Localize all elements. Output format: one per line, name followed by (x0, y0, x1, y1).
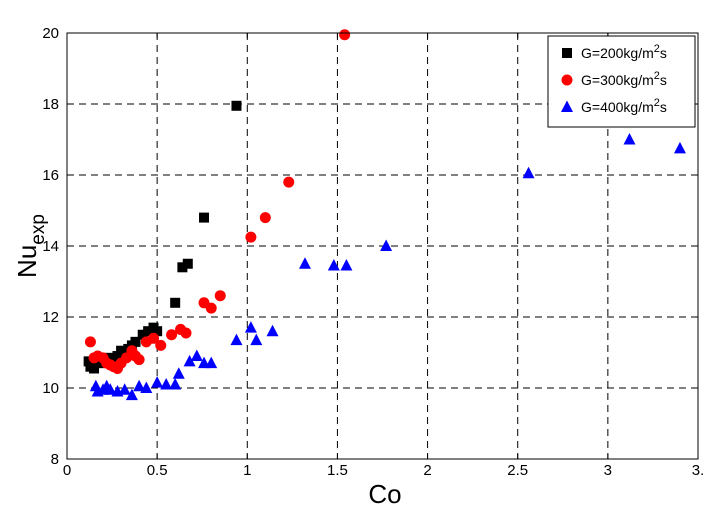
data-point-circle (180, 327, 192, 339)
data-point-triangle (125, 388, 138, 401)
legend-marker-triangle (561, 100, 573, 112)
legend-label-suffix: s (660, 99, 667, 115)
data-point-triangle (140, 381, 153, 393)
data-point-square (231, 100, 242, 111)
legend-marker-circle (561, 74, 573, 86)
x-tick-label: 1.5 (327, 462, 348, 479)
data-point-triangle (327, 259, 340, 271)
axis-ticks (66, 32, 699, 460)
x-tick-labels: 0 0.5 1 1.5 2 2.5 3 3. (63, 462, 704, 479)
x-tick-label: 1 (243, 462, 251, 479)
y-tick-label: 16 (42, 167, 59, 184)
data-point-triangle (205, 356, 218, 369)
grid-lines (67, 33, 698, 459)
data-point-square (170, 297, 181, 308)
x-tick-label: 0.5 (147, 462, 168, 479)
legend-label-superscript: 2 (654, 43, 660, 55)
data-point-square (143, 326, 154, 337)
data-point-triangle (298, 257, 311, 269)
legend-label-suffix: s (660, 45, 667, 61)
data-point-circle (155, 339, 167, 351)
data-point-square (152, 326, 163, 337)
data-point-circle (148, 332, 160, 344)
data-point-square (89, 363, 100, 374)
y-axis-label: Nuexp (12, 214, 49, 278)
y-tick-label: 14 (42, 238, 59, 255)
data-point-square (83, 356, 94, 367)
y-axis-label-subscript: exp (28, 214, 49, 245)
legend-label-main: G=400kg/m (581, 99, 654, 115)
legend-label: G=400kg/m2s (581, 97, 667, 115)
data-point-triangle (172, 367, 185, 379)
data-point-triangle (104, 383, 117, 395)
legend-label: G=200kg/m2s (581, 43, 667, 61)
y-tick-label: 12 (42, 309, 59, 326)
data-point-triangle (340, 259, 353, 271)
data-point-circle (245, 231, 257, 243)
legend-label-suffix: s (660, 72, 667, 88)
y-tick-label: 10 (42, 380, 59, 397)
y-tick-label: 18 (42, 96, 59, 113)
data-markers (83, 29, 686, 401)
legend-label-superscript: 2 (654, 97, 660, 109)
data-point-circle (205, 302, 217, 314)
data-point-triangle (244, 321, 257, 333)
x-tick-label: 3. (692, 462, 705, 479)
data-point-square (130, 336, 141, 347)
x-tick-label: 2 (423, 462, 431, 479)
data-point-square (177, 262, 188, 273)
data-point-square (137, 329, 148, 340)
data-point-circle (283, 176, 295, 188)
y-tick-labels: 8 10 12 14 16 18 20 (42, 25, 59, 468)
data-point-circle (133, 354, 145, 366)
data-point-circle (84, 336, 96, 348)
data-point-triangle (160, 377, 173, 390)
data-point-circle (339, 29, 351, 41)
data-point-triangle (133, 379, 146, 392)
data-point-square (112, 351, 123, 362)
x-tick-label: 3 (604, 462, 612, 479)
y-tick-label: 8 (51, 451, 59, 468)
data-point-triangle (380, 239, 393, 251)
legend-label: G=300kg/m2s (581, 70, 667, 88)
legend-marker-square (562, 48, 572, 58)
legend-label-main: G=300kg/m (581, 72, 654, 88)
data-point-triangle (169, 377, 182, 390)
x-axis-label: Co (368, 479, 401, 509)
data-point-square (182, 258, 193, 269)
data-point-triangle (266, 324, 279, 337)
y-axis-label-main: Nu (12, 245, 42, 278)
data-point-triangle (151, 376, 164, 388)
data-point-triangle (522, 166, 535, 179)
data-point-triangle (230, 333, 243, 346)
data-point-triangle (183, 354, 196, 367)
y-tick-label: 20 (42, 25, 59, 42)
data-point-circle (259, 212, 271, 224)
data-point-triangle (118, 383, 131, 395)
legend-label-main: G=200kg/m (581, 45, 654, 61)
data-point-triangle (250, 333, 263, 346)
data-point-triangle (623, 133, 636, 145)
data-point-circle (214, 290, 226, 302)
data-point-triangle (190, 349, 203, 362)
x-tick-label: 0 (63, 462, 71, 479)
x-tick-label: 2.5 (507, 462, 528, 479)
legend-label-superscript: 2 (654, 70, 660, 82)
data-point-square (199, 212, 210, 223)
data-point-triangle (673, 141, 686, 154)
data-point-circle (166, 329, 178, 341)
